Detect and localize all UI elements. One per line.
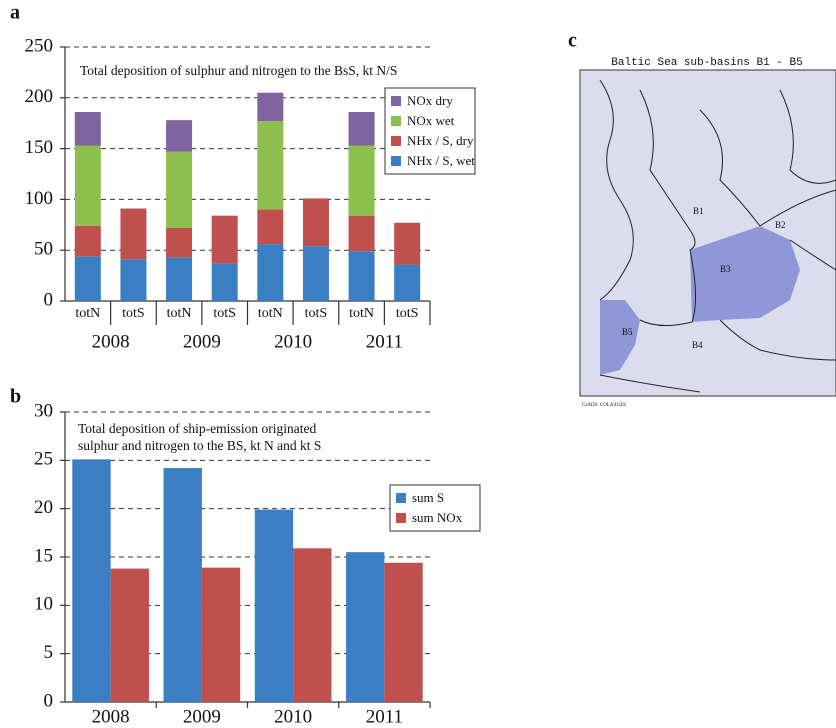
legend-swatch [391, 116, 401, 126]
chart: b Total deposition of ship-emission origi… [10, 386, 481, 727]
y-tick-label: 50 [34, 239, 53, 260]
bar-segment [74, 225, 101, 257]
x-tick-label: totN [258, 306, 283, 321]
bar-segment [302, 246, 329, 301]
chart-title: sulphur and nitrogen to the BS, kt N and… [78, 438, 321, 453]
bar-segment [166, 120, 193, 152]
map-credit: GrADS: COLA/IGES [582, 403, 626, 408]
bar-segment [348, 112, 375, 146]
group-label: 2010 [274, 331, 312, 352]
x-tick-label: totS [213, 306, 236, 321]
map-title: Baltic Sea sub-basins B1 - B5 [611, 57, 802, 69]
bar-segment [120, 208, 147, 260]
bar-segment [166, 227, 193, 258]
bar [72, 459, 111, 702]
legend-swatch [391, 136, 401, 146]
y-tick-label: 250 [25, 35, 54, 56]
y-tick-label: 10 [34, 594, 53, 615]
basin-label: B2 [775, 220, 786, 230]
bar-segment [120, 259, 147, 301]
bar [201, 567, 241, 702]
chart-title: Total deposition of sulphur and nitrogen… [80, 63, 397, 78]
bar-segment [166, 151, 193, 228]
legend-box [389, 484, 481, 532]
x-tick-label: totN [167, 306, 192, 321]
basin-label: B5 [622, 327, 633, 337]
bar-segment [74, 256, 101, 301]
bar-segment [211, 263, 238, 301]
bar-segment [348, 145, 375, 216]
group-label: 2008 [92, 331, 130, 352]
group-label: 2009 [183, 331, 221, 352]
y-tick-label: 150 [25, 137, 54, 158]
chart-title: Total deposition of ship-emission origin… [78, 421, 317, 436]
coastline [599, 79, 836, 393]
bar-segment [257, 92, 284, 122]
bar-segment [257, 121, 284, 210]
x-tick-label: 2010 [274, 706, 312, 727]
panel-label: c [568, 30, 577, 52]
y-tick-label: 15 [34, 545, 53, 566]
x-tick-label: totN [75, 306, 100, 321]
legend-label: NHx / S, wet [407, 153, 475, 168]
legend-label: NOx dry [407, 93, 453, 108]
basin-b5 [600, 300, 640, 375]
map-panel: c Baltic Sea sub-basins B1 - B5 B1 B2 B3… [568, 30, 836, 408]
panel-label: b [10, 386, 21, 408]
legend-label: sum NOx [412, 510, 463, 525]
legend-swatch [391, 156, 401, 166]
bar-segment [74, 112, 101, 146]
x-tick-label: 2011 [366, 706, 403, 727]
bar-segment [74, 145, 101, 226]
bar-segment [394, 222, 421, 265]
chart: a Total deposition of sulphur and nitroge… [10, 2, 476, 352]
bar-segment [257, 209, 284, 245]
y-tick-label: 30 [34, 400, 53, 421]
bar [110, 568, 149, 702]
bar [163, 468, 202, 702]
y-tick-label: 20 [34, 497, 53, 518]
bar [293, 548, 332, 702]
basin-label: B1 [693, 206, 704, 216]
bar [254, 509, 294, 702]
basin-b3 [690, 226, 800, 322]
basin-label: B4 [692, 340, 703, 350]
x-tick-label: 2008 [92, 706, 130, 727]
x-tick-label: totS [122, 306, 145, 321]
bar-segment [394, 264, 421, 301]
y-tick-label: 0 [44, 289, 54, 310]
x-tick-label: totN [349, 306, 374, 321]
y-tick-label: 25 [34, 449, 53, 470]
x-tick-label: totS [396, 306, 419, 321]
panel-label: a [10, 2, 20, 24]
basin-label: B3 [720, 264, 731, 274]
bar-segment [348, 215, 375, 252]
group-label: 2011 [366, 331, 403, 352]
bar-segment [211, 215, 238, 264]
y-tick-label: 200 [25, 86, 54, 107]
x-tick-label: totS [305, 306, 328, 321]
legend-label: NHx / S, dry [407, 133, 474, 148]
bar [346, 552, 385, 702]
legend-swatch [396, 513, 406, 523]
y-tick-label: 0 [44, 690, 54, 711]
x-tick-label: 2009 [183, 706, 221, 727]
legend-swatch [396, 493, 406, 503]
legend-swatch [391, 96, 401, 106]
bar-segment [257, 244, 284, 301]
bar-segment [302, 198, 329, 247]
y-tick-label: 100 [25, 188, 54, 209]
y-tick-label: 5 [44, 642, 54, 663]
bar-segment [166, 257, 193, 301]
legend-label: sum S [412, 490, 444, 505]
legend-label: NOx wet [407, 113, 455, 128]
bar [384, 562, 423, 702]
bar-segment [348, 251, 375, 301]
